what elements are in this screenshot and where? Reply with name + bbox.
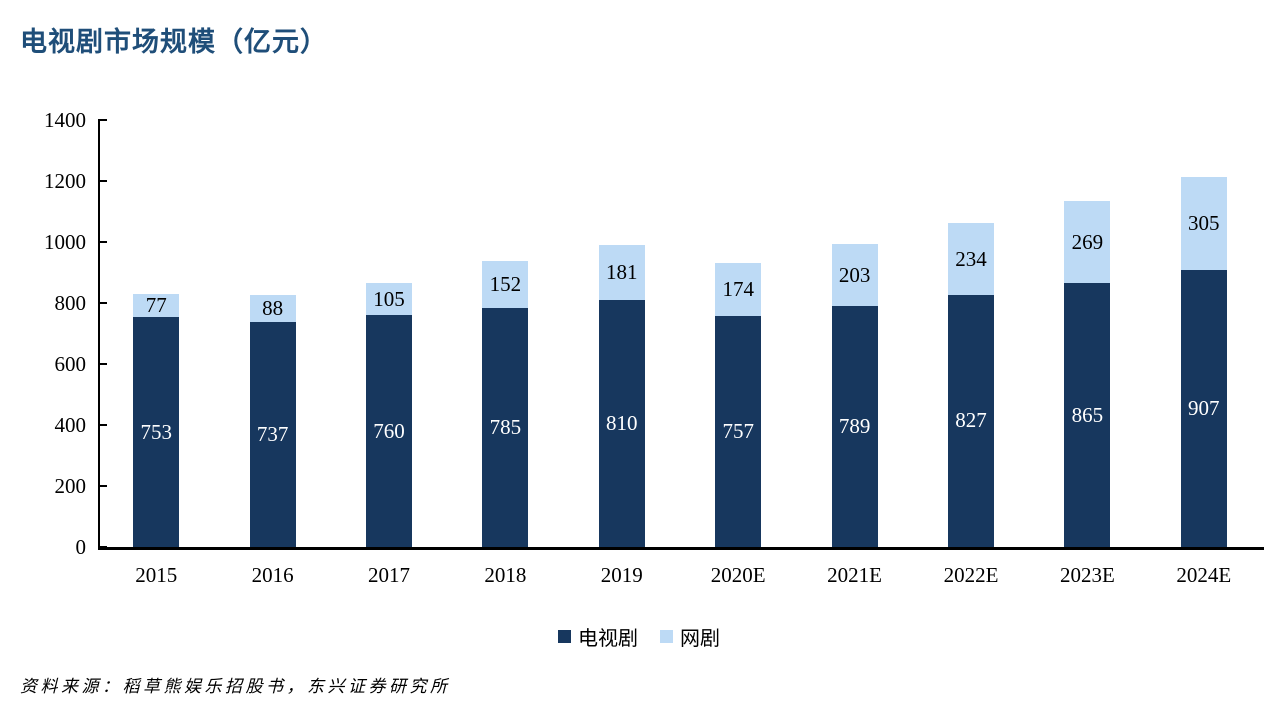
bar-segment-网剧: 269 (1064, 201, 1111, 284)
legend-item-电视剧: 电视剧 (558, 622, 638, 651)
plot-area (98, 120, 1264, 550)
bar-value-label: 907 (1188, 396, 1220, 421)
y-tick-mark (98, 424, 107, 426)
bar-value-label: 827 (955, 408, 987, 433)
bar-segment-电视剧: 789 (831, 306, 878, 547)
x-tick-label: 2024E (1176, 563, 1232, 587)
bar-segment-电视剧: 753 (133, 317, 180, 547)
bar-segment-电视剧: 827 (948, 294, 994, 547)
bar-segment-网剧: 105 (366, 283, 412, 316)
y-tick-label: 0 (75, 535, 87, 559)
bar-segment-网剧: 203 (831, 244, 878, 307)
y-tick-mark (98, 546, 107, 548)
bar-value-label: 737 (256, 422, 289, 447)
bar-value-label: 865 (1071, 402, 1104, 427)
y-tick-label: 600 (54, 352, 87, 376)
bar-value-label: 152 (489, 271, 522, 296)
bar-value-label: 174 (722, 277, 754, 302)
y-tick-mark (98, 241, 107, 243)
x-tick-label: 2022E (943, 563, 999, 587)
source-note: 资料来源：稻草熊娱乐招股书，东兴证券研究所 (20, 677, 451, 696)
y-tick-mark (98, 363, 107, 365)
bar-value-label: 203 (838, 262, 871, 287)
bar-value-label: 785 (489, 414, 522, 439)
bar-value-label: 234 (955, 246, 987, 271)
chart-legend: 电视剧 网剧 (0, 622, 1278, 651)
x-tick-label: 2018 (484, 563, 527, 587)
bar-segment-网剧: 174 (715, 263, 762, 317)
x-tick-label: 2015 (135, 563, 178, 587)
bar-segment-电视剧: 737 (249, 322, 296, 547)
bar-value-label: 181 (606, 259, 638, 284)
legend-label: 电视剧 (578, 628, 638, 650)
y-tick-label: 200 (54, 474, 87, 498)
bar-segment-网剧: 305 (1180, 177, 1227, 271)
legend-item-网剧: 网剧 (660, 622, 720, 651)
chart-title: 电视剧市场规模（亿元） (20, 27, 328, 57)
bar-segment-电视剧: 907 (1180, 270, 1227, 547)
x-tick-label: 2020E (710, 563, 766, 587)
x-tick-label: 2021E (827, 563, 882, 587)
bar-value-label: 760 (373, 418, 405, 443)
y-tick-label: 400 (54, 413, 87, 437)
bar-segment-电视剧: 760 (366, 315, 412, 547)
y-tick-label: 1000 (44, 230, 86, 254)
y-tick-label: 800 (54, 291, 87, 315)
bar-value-label: 105 (373, 286, 405, 311)
bar-segment-网剧: 181 (598, 244, 645, 300)
x-tick-label: 2016 (251, 563, 294, 587)
bar-segment-网剧: 88 (249, 295, 296, 323)
y-tick-mark (98, 180, 107, 182)
x-tick-label: 2023E (1059, 563, 1115, 587)
bar-segment-电视剧: 785 (482, 307, 529, 547)
legend-label: 网剧 (680, 628, 720, 650)
bar-segment-电视剧: 810 (598, 299, 645, 547)
x-tick-label: 2019 (600, 563, 643, 587)
x-tick-label: 2017 (367, 563, 410, 587)
y-tick-label: 1200 (44, 169, 86, 193)
y-tick-mark (98, 119, 107, 121)
bar-value-label: 810 (606, 410, 638, 435)
bar-segment-电视剧: 757 (715, 316, 762, 547)
legend-swatch-icon (558, 630, 571, 643)
bar-segment-网剧: 152 (482, 261, 529, 308)
bar-segment-网剧: 77 (133, 293, 180, 318)
bar-value-label: 789 (838, 414, 871, 439)
bar-value-label: 88 (262, 296, 284, 321)
bar-value-label: 269 (1071, 229, 1104, 254)
bar-value-label: 757 (722, 419, 754, 444)
y-tick-mark (98, 302, 107, 304)
bar-value-label: 305 (1188, 211, 1220, 236)
bar-segment-电视剧: 865 (1064, 283, 1111, 547)
bar-segment-网剧: 234 (948, 223, 994, 295)
y-tick-label: 1400 (44, 108, 86, 132)
y-tick-mark (98, 485, 107, 487)
bar-value-label: 77 (145, 293, 167, 318)
bar-value-label: 753 (140, 419, 172, 444)
legend-swatch-icon (660, 630, 673, 643)
